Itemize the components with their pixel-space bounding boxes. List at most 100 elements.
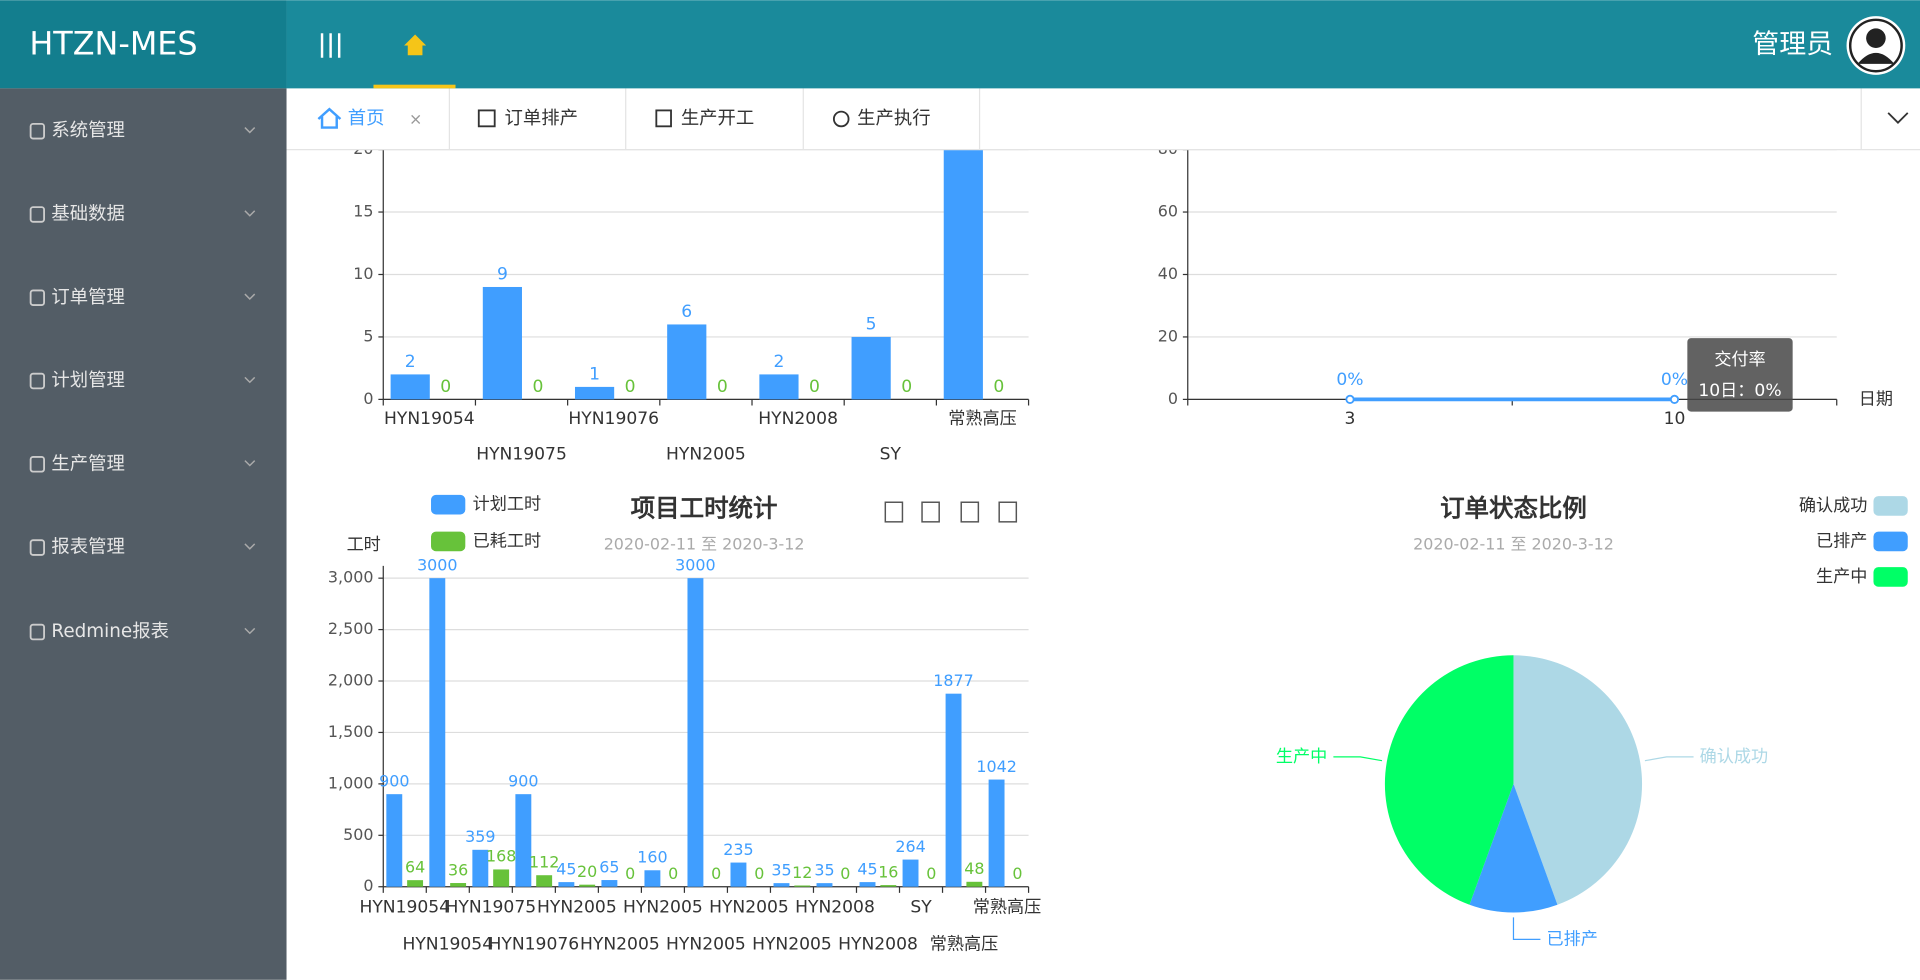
dashboard-content: 05101520HYN19054HYN19075HYN19076HYN2005H… xyxy=(328,127,1908,954)
value-label: 3000 xyxy=(675,555,715,574)
menu-item[interactable]: 计划管理 xyxy=(51,370,124,391)
home-tab-icon xyxy=(317,107,342,129)
menu-icon xyxy=(29,372,45,390)
bar xyxy=(730,862,747,887)
menu-item[interactable]: Redmine报表 xyxy=(51,621,169,642)
bar xyxy=(794,885,811,887)
label-line xyxy=(1644,756,1694,762)
pie-slice xyxy=(1469,783,1558,913)
x-tick-label: 常熟高压 xyxy=(973,897,1042,918)
x-tick-label: HYN19054 xyxy=(402,934,493,954)
legend-swatch xyxy=(1873,496,1908,516)
bar xyxy=(816,883,833,887)
x-tick-label: HYN19054 xyxy=(359,898,450,918)
x-tick-label: HYN19076 xyxy=(489,934,580,954)
toolbox-icon[interactable] xyxy=(960,501,980,523)
slice-label: 确认成功 xyxy=(1700,747,1769,767)
bar xyxy=(493,869,510,887)
value-label: 0 xyxy=(926,864,936,883)
y-tick-label: 10 xyxy=(353,264,373,283)
chart-subtitle: 2020-02-11 至 2020-3-12 xyxy=(604,535,805,554)
x-tick-label: HYN19054 xyxy=(384,409,475,429)
tabs-dropdown[interactable] xyxy=(1887,112,1909,124)
bar xyxy=(558,882,575,887)
bar xyxy=(945,693,962,887)
bar xyxy=(851,336,891,400)
value-label: 900 xyxy=(508,771,538,790)
menu-item[interactable]: 订单管理 xyxy=(51,287,124,308)
value-label: 0 xyxy=(754,864,764,883)
tab-close[interactable]: × xyxy=(409,110,422,129)
point xyxy=(1669,394,1680,404)
y-tick-label: 15 xyxy=(353,202,373,221)
home-button[interactable] xyxy=(404,34,427,56)
value-label: 0 xyxy=(440,377,451,397)
x-tick-label: HYN2005 xyxy=(580,934,660,954)
y-tick-label: 3,000 xyxy=(328,568,374,587)
tab-label[interactable]: 首页 xyxy=(348,108,385,129)
bar xyxy=(407,880,424,887)
menu-item[interactable]: 报表管理 xyxy=(51,537,124,558)
bar xyxy=(472,849,489,887)
value-label: 2 xyxy=(405,352,416,372)
brand: HTZN-MES xyxy=(29,25,197,63)
tab-label[interactable]: 生产执行 xyxy=(857,108,930,129)
tab-label[interactable]: 订单排产 xyxy=(504,108,577,129)
value-label: 20 xyxy=(577,862,597,881)
x-tick-label: 常熟高压 xyxy=(948,408,1017,429)
menu-bar xyxy=(337,33,341,58)
menu-icon xyxy=(29,122,45,140)
tooltip xyxy=(1687,338,1793,412)
menu-icon xyxy=(29,539,45,556)
menu-toggle[interactable] xyxy=(320,33,341,58)
x-tick-label: HYN2008 xyxy=(795,898,875,918)
value-label: 35 xyxy=(771,860,791,879)
slice-label: 生产中 xyxy=(1276,747,1327,767)
bar xyxy=(482,286,522,400)
x-tick-label: 常熟高压 xyxy=(930,933,999,954)
sidebar-menu: 系统管理 基础数据 订单管理 计划管理 生产管理 报表管理 Redmine报表 xyxy=(29,120,256,642)
menu-icon xyxy=(29,289,45,307)
bar xyxy=(687,578,704,887)
bar xyxy=(450,883,467,887)
x-tick-label: HYN2005 xyxy=(752,934,832,954)
menu-chevron xyxy=(244,543,256,550)
legend-label: 已排产 xyxy=(1816,531,1867,551)
legend-swatch xyxy=(1873,531,1908,552)
user-name[interactable]: 管理员 xyxy=(1752,29,1833,60)
slice-label: 已排产 xyxy=(1547,929,1598,949)
avatar-body xyxy=(1857,52,1895,64)
y-tick-label: 40 xyxy=(1158,264,1178,283)
toolbox-icon[interactable] xyxy=(884,501,904,523)
x-tick-label: HYN19076 xyxy=(568,409,659,429)
active-indicator xyxy=(373,84,456,89)
chart-title: 订单状态比例 xyxy=(1440,494,1587,523)
menu-chevron xyxy=(244,627,256,635)
value-label: 1042 xyxy=(976,757,1016,776)
menu-item[interactable]: 系统管理 xyxy=(51,120,124,141)
toolbox-icon[interactable] xyxy=(998,501,1018,523)
legend-swatch xyxy=(431,531,466,552)
menu-item[interactable]: 基础数据 xyxy=(51,203,124,224)
legend-label: 已耗工时 xyxy=(473,531,541,551)
legend-swatch xyxy=(431,494,466,515)
menu-chevron xyxy=(244,293,256,301)
value-label: 36 xyxy=(448,860,468,879)
value-label: 0 xyxy=(901,377,912,397)
legend-label: 计划工时 xyxy=(473,495,541,515)
x-tick-label: HYN2005 xyxy=(623,898,703,918)
point xyxy=(1345,394,1355,404)
y-tick-label: 0 xyxy=(363,876,373,895)
tab-label[interactable]: 生产开工 xyxy=(681,108,754,129)
sidebar-bg xyxy=(0,88,287,980)
value-label: 6 xyxy=(681,302,692,322)
bar xyxy=(644,870,661,887)
menu-item[interactable]: 生产管理 xyxy=(51,453,124,474)
menu-icon xyxy=(29,206,45,223)
calendar-icon xyxy=(477,109,496,128)
toolbox-icon[interactable] xyxy=(921,501,940,523)
value-label: 2 xyxy=(773,352,784,372)
x-tick-label: 3 xyxy=(1345,409,1356,429)
value-label: 168 xyxy=(486,847,516,866)
